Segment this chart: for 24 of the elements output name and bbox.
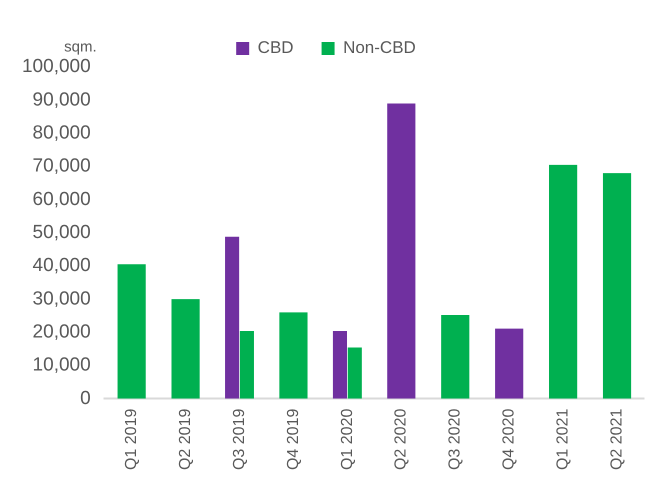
x-tick-label: Q1 2020 <box>338 408 356 470</box>
y-axis-title: sqm. <box>64 38 97 56</box>
y-tick-label: 60,000 <box>32 188 91 210</box>
y-tick-label: 90,000 <box>32 89 91 110</box>
y-tick-label: 30,000 <box>32 288 91 310</box>
y-tick-label: 20,000 <box>32 322 91 343</box>
y-tick-label: 0 <box>80 388 91 409</box>
x-tick-label: Q1 2019 <box>123 408 140 470</box>
y-tick-label: 100,000 <box>22 56 91 78</box>
x-tick-label: Q2 2019 <box>176 408 194 470</box>
legend-label: Non-CBD <box>343 38 416 58</box>
x-tick-label: Q3 2019 <box>230 408 248 470</box>
legend-label: CBD <box>258 38 294 58</box>
x-tick-label: Q2 2020 <box>392 408 410 470</box>
x-tick-label: Q3 2020 <box>446 408 464 470</box>
y-tick-label: 50,000 <box>32 222 91 244</box>
x-tick-label: Q4 2019 <box>284 408 302 470</box>
y-tick-label: 40,000 <box>32 255 91 276</box>
x-tick-label: Q2 2021 <box>608 408 626 470</box>
y-tick-label: 70,000 <box>32 156 91 177</box>
x-tick-label: Q1 2021 <box>554 408 572 470</box>
y-tick-label: 10,000 <box>32 354 91 376</box>
x-tick-label: Q4 2020 <box>500 408 518 470</box>
y-tick-label: 80,000 <box>32 122 91 144</box>
